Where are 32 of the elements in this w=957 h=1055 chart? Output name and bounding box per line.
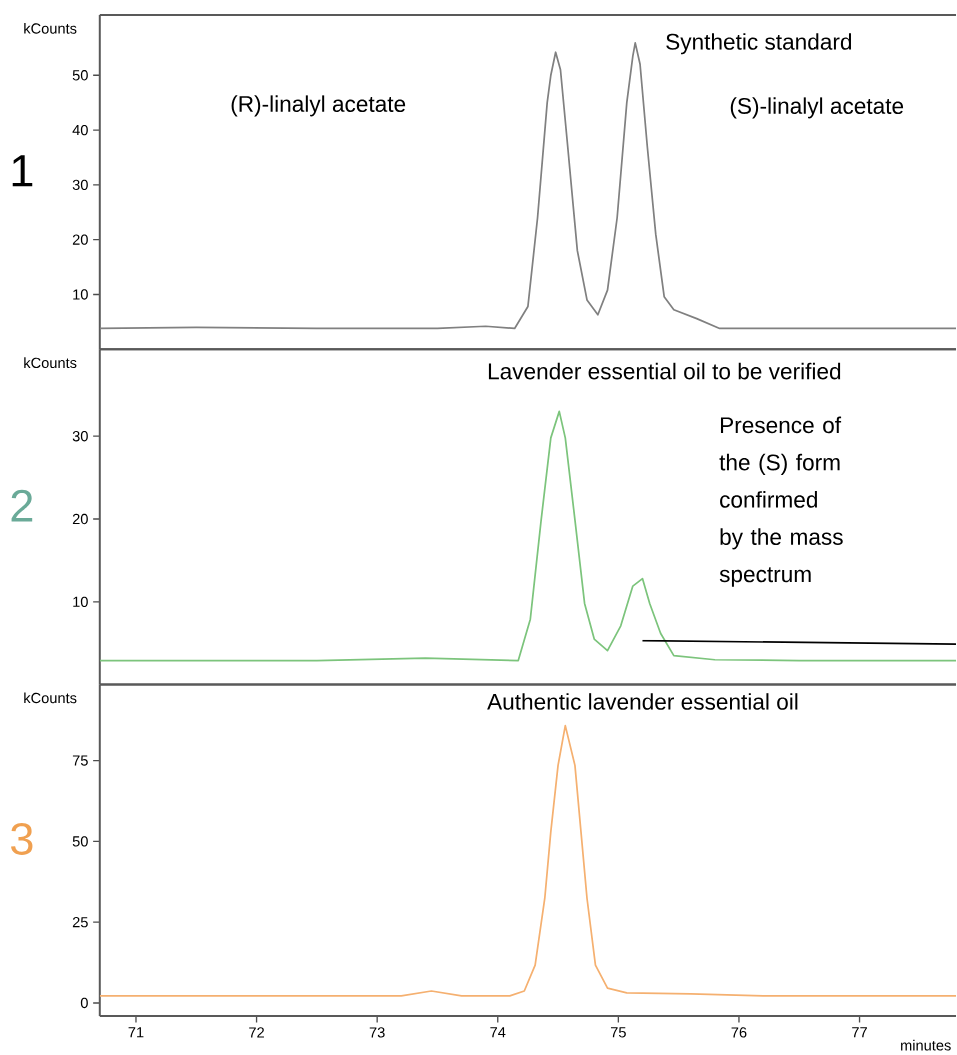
annotation: (R)-linalyl acetate <box>231 95 406 117</box>
x-tick-label: 74 <box>490 1027 506 1038</box>
y-axis-title: kCounts <box>24 22 77 34</box>
y-tick-label: 20 <box>72 513 88 525</box>
x-tick-label: 77 <box>852 1027 867 1038</box>
x-tick-label: 72 <box>249 1027 264 1038</box>
text: 3 <box>11 822 33 855</box>
y-tick-label: 50 <box>72 836 88 847</box>
annotation: (S)-linalyl acetate <box>730 97 904 119</box>
y-tick-label: 0 <box>80 997 88 1009</box>
x-axis-title: minutes <box>901 1039 951 1051</box>
y-tick-label: 75 <box>72 755 88 766</box>
x-tick-label: 73 <box>369 1027 385 1038</box>
y-tick-label: 25 <box>72 916 88 928</box>
x-tick-label: 71 <box>128 1027 144 1038</box>
text: 1 <box>12 155 33 187</box>
y-axis-title: kCounts <box>24 692 77 704</box>
y-tick-label: 10 <box>73 289 88 300</box>
annotation: Presence of the (S) form confirmed by the mass spectrum <box>719 416 843 587</box>
annotation: Synthetic standard <box>666 33 852 55</box>
x-tick-label: 75 <box>610 1027 626 1038</box>
y-tick-label: 30 <box>72 179 88 191</box>
annotation: Lavender essential oil to be verified <box>488 362 841 380</box>
y-tick-label: 30 <box>72 431 88 442</box>
y-axis-title: kCounts <box>24 357 77 369</box>
annotation: Authentic lavender essential oil <box>487 693 798 710</box>
text: 2 <box>11 489 33 522</box>
x-tick-label: 76 <box>731 1027 747 1038</box>
y-tick-label: 40 <box>72 124 88 136</box>
y-tick-label: 50 <box>72 70 88 81</box>
y-tick-label: 20 <box>72 234 88 245</box>
y-tick-label: 10 <box>73 596 88 607</box>
